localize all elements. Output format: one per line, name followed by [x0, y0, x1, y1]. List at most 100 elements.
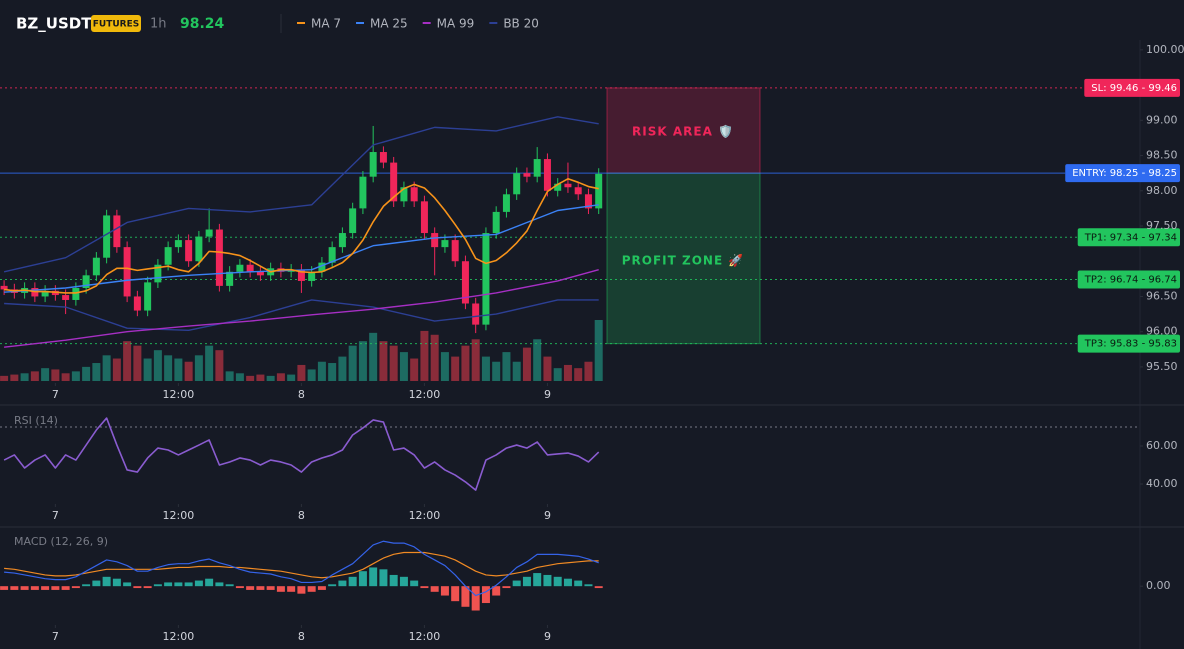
- legend-label: MA 25: [370, 17, 408, 31]
- histogram-bar: [112, 578, 121, 587]
- candle-body: [338, 233, 346, 248]
- volume-bar: [317, 361, 326, 381]
- volume-bar: [133, 345, 142, 381]
- histogram-bar: [71, 586, 80, 589]
- volume-bar: [30, 371, 39, 381]
- volume-bar: [543, 356, 552, 381]
- histogram-bar: [533, 573, 542, 587]
- candle-body: [246, 264, 254, 272]
- x-tick-label: 8: [298, 630, 305, 643]
- candle-body: [390, 162, 398, 202]
- histogram-bar: [235, 586, 244, 589]
- candle-body: [123, 247, 131, 297]
- histogram-bar: [164, 582, 173, 587]
- histogram-bar: [317, 586, 326, 590]
- volume-bar: [184, 361, 193, 381]
- volume-bar: [153, 350, 162, 381]
- interval[interactable]: 1h: [150, 17, 167, 32]
- y-tick-label: 0.00: [1146, 579, 1171, 592]
- histogram-bar: [246, 586, 255, 590]
- histogram-bar: [399, 576, 408, 587]
- volume-bar: [399, 352, 408, 381]
- volume-bar: [502, 352, 511, 381]
- badge-bg: [91, 15, 141, 32]
- volume-bar: [174, 358, 183, 381]
- y-tick-label: 60.00: [1146, 439, 1178, 452]
- histogram-bar: [440, 586, 449, 596]
- volume-bar: [215, 350, 224, 381]
- volume-bar: [358, 341, 367, 381]
- macd-line: [4, 540, 599, 597]
- histogram-bar: [20, 586, 29, 590]
- y-tick-label: 99.00: [1146, 113, 1178, 126]
- histogram-bar: [553, 576, 562, 587]
- candle-body: [82, 275, 90, 288]
- candle-body: [328, 247, 336, 263]
- histogram-bar: [184, 582, 193, 587]
- x-tick-label: 9: [544, 509, 551, 522]
- level-label: SL: 99.46 - 99.46: [1091, 83, 1177, 94]
- y-tick-label: 95.50: [1146, 360, 1178, 373]
- level-label: TP1: 97.34 - 97.34: [1084, 232, 1177, 243]
- y-tick-label: 40.00: [1146, 477, 1178, 490]
- plot-layer: RISK AREA 🛡️ PROFIT ZONE 🚀 SL: 99.46 - 99.…: [0, 43, 1184, 643]
- histogram-bar: [82, 584, 91, 587]
- histogram-bar: [461, 586, 470, 607]
- histogram-bar: [543, 574, 552, 587]
- candle-body: [492, 211, 500, 234]
- candle-body: [451, 240, 459, 262]
- volume-bar: [379, 341, 388, 381]
- histogram-bar: [358, 571, 367, 587]
- indicator-line: [3, 177, 599, 294]
- level-label-bg: [1084, 78, 1180, 97]
- candle-body: [297, 269, 305, 281]
- histogram-bar: [481, 586, 490, 604]
- y-tick-label: 97.50: [1146, 219, 1178, 232]
- volume-bar: [553, 368, 562, 381]
- volume-bar: [0, 375, 9, 381]
- candle-body: [113, 215, 121, 248]
- volume-bar: [461, 345, 470, 381]
- candle-body: [359, 176, 367, 209]
- level-label: TP3: 95.83 - 95.83: [1084, 339, 1177, 350]
- y-tick-label: 100.00: [1146, 43, 1184, 56]
- candle-body: [461, 261, 469, 304]
- candle-body: [595, 173, 603, 209]
- histogram-bar: [143, 586, 152, 589]
- histogram-bar: [51, 586, 60, 590]
- x-tick-label: 12:00: [409, 509, 441, 522]
- volume-bar: [20, 373, 29, 381]
- histogram-bar: [410, 580, 419, 587]
- volume-bar: [451, 356, 460, 381]
- volume-bar: [584, 361, 593, 381]
- volume-bar: [512, 361, 521, 381]
- volume-bar: [430, 334, 439, 381]
- histogram-bar: [328, 584, 337, 587]
- signal-line: [4, 551, 599, 579]
- volume-bar: [266, 375, 275, 381]
- volume-bar: [348, 345, 357, 381]
- level-label-bg: [1077, 228, 1180, 247]
- y-tick-label: 96.50: [1146, 289, 1178, 302]
- volume-bar: [307, 369, 316, 381]
- candle-body: [574, 187, 582, 195]
- histogram-bar: [276, 586, 285, 592]
- legend: MA 7 MA 25 MA 99 BB 20: [297, 17, 539, 31]
- histogram-bar: [10, 586, 19, 590]
- candle-body: [144, 282, 152, 311]
- candle-body: [584, 194, 592, 209]
- candle-body: [256, 271, 264, 276]
- histogram-bar: [41, 586, 50, 590]
- x-tick-label: 8: [298, 388, 305, 401]
- candle-body: [236, 264, 244, 272]
- candle-body: [72, 288, 80, 300]
- histogram-bar: [502, 586, 511, 589]
- candle-body: [400, 187, 408, 202]
- candle-body: [195, 236, 203, 262]
- volume-bar: [123, 341, 132, 381]
- volume-bar: [225, 371, 234, 381]
- x-tick-label: 12:00: [163, 509, 195, 522]
- candle-body: [349, 208, 357, 234]
- volume-bar: [389, 345, 398, 381]
